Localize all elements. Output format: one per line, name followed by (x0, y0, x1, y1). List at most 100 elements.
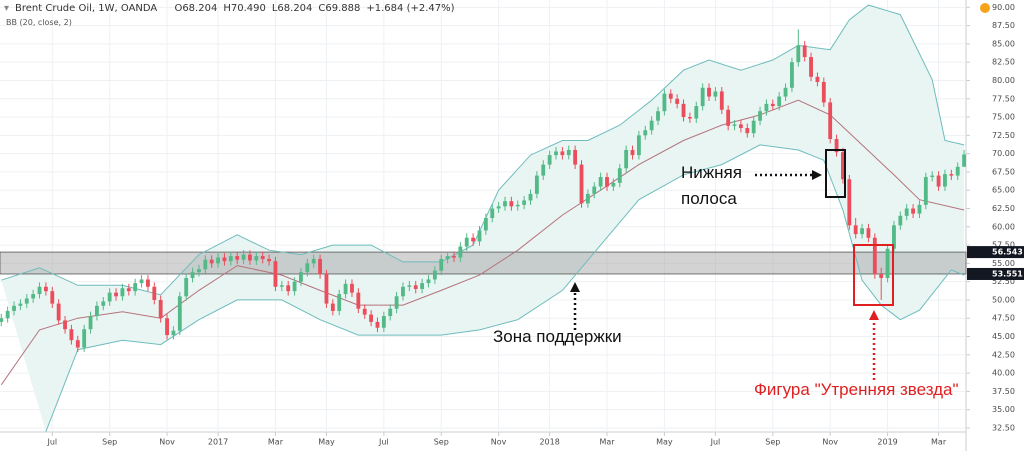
candle-body (222, 257, 227, 262)
candle-body (471, 237, 476, 242)
candle-body (541, 164, 546, 176)
alert-icon[interactable] (980, 3, 990, 13)
candle-body (369, 314, 374, 322)
candle-body (547, 155, 552, 165)
candle-body (962, 154, 966, 167)
candle-body (496, 206, 501, 209)
zone-price-label: 56.543 (992, 248, 1023, 257)
candle-body (605, 177, 609, 187)
candle-body (503, 201, 507, 207)
x-tick-label: Sep (434, 438, 449, 447)
candle-body (401, 286, 405, 297)
ohlc-close: C69.888 (318, 3, 361, 14)
candle-body (643, 130, 648, 136)
candle-body (815, 76, 820, 82)
candle-body (681, 103, 686, 118)
candle-body (911, 208, 915, 214)
candle-body (235, 256, 240, 260)
candle-body (0, 318, 4, 322)
x-tick-label: Mar (931, 438, 947, 447)
candle-body (649, 120, 654, 131)
indicator: BB (20, close, 2) (6, 18, 72, 27)
zone-price-box (967, 267, 1024, 280)
candle-body (872, 237, 877, 275)
candle-body (350, 283, 354, 293)
candle-body (63, 320, 67, 330)
candle-body (18, 303, 23, 306)
candle-body (802, 45, 807, 58)
candle-body (82, 329, 87, 348)
x-tick-label: Mar (599, 438, 615, 447)
candle-body (286, 285, 291, 292)
candle-body (770, 103, 775, 107)
candle-body (592, 186, 597, 194)
y-tick-label: 35.00 (992, 405, 1015, 414)
candle-body (95, 305, 99, 317)
candle-body (394, 296, 399, 309)
candle-body (88, 316, 93, 330)
header: ▾ Brent Crude Oil, 1W, OANDA O68.204 H70.4… (4, 3, 461, 14)
candle-body (477, 230, 482, 242)
indicator-label: BB (20, close, 2) (6, 18, 78, 27)
candle-body (31, 294, 36, 299)
x-tick-label: Mar (268, 438, 284, 447)
candle-body (821, 81, 826, 103)
candle-body (732, 124, 737, 126)
candle-body (636, 135, 641, 156)
y-tick-label: 87.50 (992, 21, 1015, 30)
candle-body (898, 215, 903, 226)
candle-body (139, 279, 144, 284)
candle-body (936, 175, 941, 187)
y-tick-label: 32.50 (992, 423, 1015, 432)
x-tick-label: Nov (159, 438, 175, 447)
candle-body (356, 292, 361, 309)
candle-body (694, 106, 699, 119)
y-tick-label: 62.50 (992, 204, 1015, 213)
candle-body (611, 182, 616, 187)
candle-body (413, 285, 418, 289)
candle-body (458, 246, 463, 258)
y-tick-label: 85.00 (992, 39, 1015, 48)
x-tick-label: 2019 (877, 438, 897, 447)
candle-body (330, 303, 335, 311)
candle-body (783, 87, 788, 97)
y-tick-label: 45.00 (992, 332, 1015, 341)
candle-body (573, 149, 578, 165)
candle-body (426, 279, 431, 284)
candle-body (796, 45, 801, 63)
ohlc-open: O68.204 (174, 3, 218, 14)
candle-body (853, 225, 858, 235)
candle-body (190, 272, 195, 279)
lower-band-line-1: Нижняя (681, 163, 742, 182)
candle-body (216, 257, 220, 264)
candle-body (69, 329, 74, 341)
candle-body (158, 299, 163, 319)
candle-body (152, 286, 157, 300)
y-tick-label: 52.50 (992, 277, 1015, 286)
candle-body (739, 124, 743, 129)
candle-body (490, 208, 495, 219)
candle-body (528, 193, 533, 201)
candle-body (5, 310, 10, 319)
candle-body (107, 292, 112, 302)
candle-body (534, 175, 539, 194)
y-tick-label: 67.50 (992, 167, 1015, 176)
candle-body (50, 291, 55, 304)
x-tick-label: 2018 (539, 438, 559, 447)
candle-body (228, 256, 233, 262)
candle-body (847, 179, 852, 226)
lower-band-box (825, 149, 846, 198)
y-tick-label: 77.50 (992, 94, 1015, 103)
x-tick-label: Nov (822, 438, 838, 447)
candle-body (917, 204, 922, 214)
y-tick-label: 40.00 (992, 369, 1015, 378)
candle-body (713, 91, 718, 97)
y-tick-label: 50.00 (992, 295, 1015, 304)
y-tick-label: 47.50 (992, 314, 1015, 323)
morning-star-note: Фигура "Утренняя звезда" (754, 380, 959, 399)
zone-price-box (967, 246, 1024, 259)
y-tick-label: 60.00 (992, 222, 1015, 231)
x-tick-label: Jul (378, 438, 389, 447)
candle-body (165, 318, 169, 336)
